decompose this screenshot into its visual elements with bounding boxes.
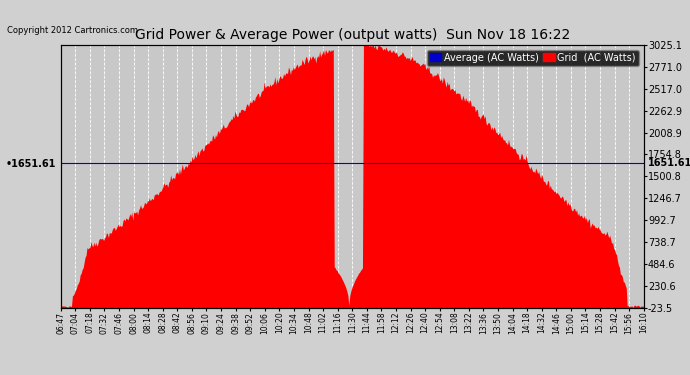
Text: 1651.61: 1651.61 (648, 158, 690, 168)
Title: Grid Power & Average Power (output watts)  Sun Nov 18 16:22: Grid Power & Average Power (output watts… (135, 28, 570, 42)
Text: Copyright 2012 Cartronics.com: Copyright 2012 Cartronics.com (7, 26, 138, 35)
Legend: Average (AC Watts), Grid  (AC Watts): Average (AC Watts), Grid (AC Watts) (426, 50, 639, 66)
